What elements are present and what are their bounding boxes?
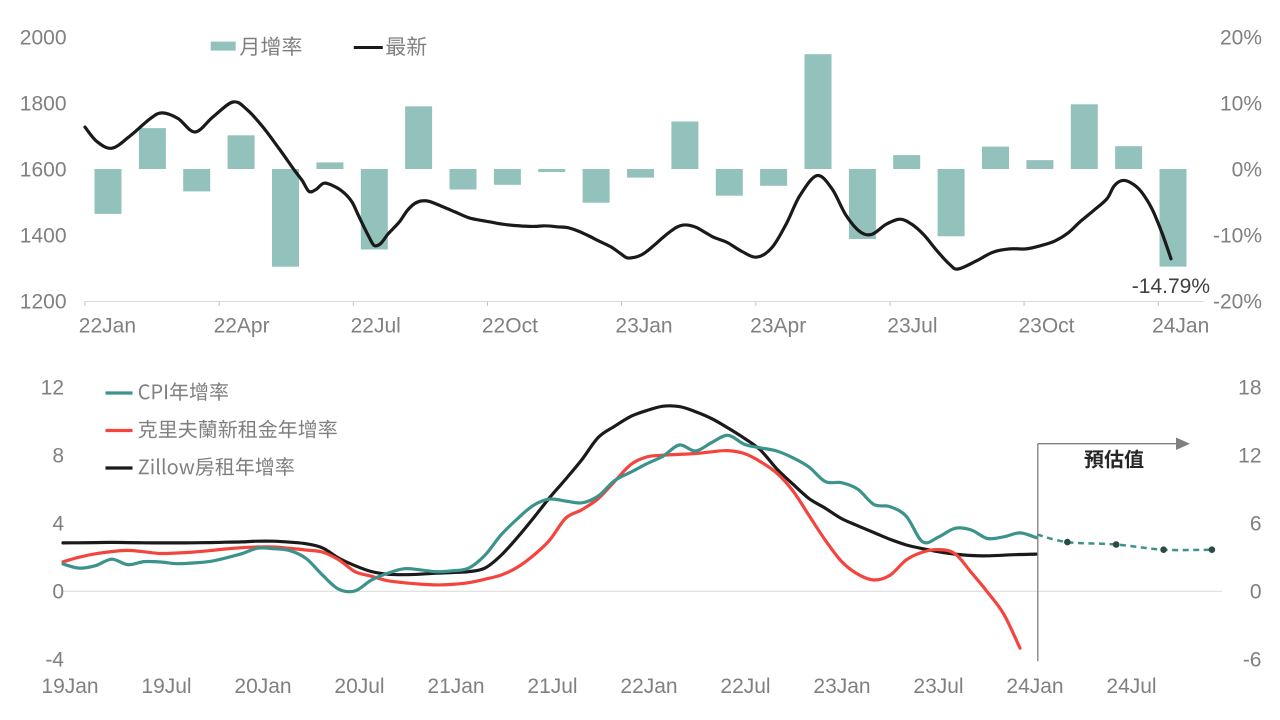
- svg-text:23Jul: 23Jul: [887, 315, 937, 338]
- svg-text:22Oct: 22Oct: [482, 315, 538, 338]
- svg-text:1200: 1200: [20, 291, 67, 314]
- svg-text:20Jul: 20Jul: [334, 675, 384, 698]
- svg-text:10%: 10%: [1220, 93, 1262, 116]
- svg-text:1400: 1400: [20, 225, 67, 248]
- svg-text:0%: 0%: [1232, 159, 1262, 182]
- svg-text:23Jul: 23Jul: [913, 675, 963, 698]
- svg-text:-4: -4: [45, 649, 64, 672]
- svg-text:22Jan: 22Jan: [620, 675, 677, 698]
- svg-text:2000: 2000: [20, 27, 67, 50]
- svg-text:-10%: -10%: [1213, 225, 1262, 248]
- svg-text:18: 18: [1238, 377, 1261, 400]
- svg-text:23Oct: 23Oct: [1018, 315, 1074, 338]
- svg-text:-14.79%: -14.79%: [1132, 275, 1210, 298]
- svg-text:22Apr: 22Apr: [214, 315, 270, 338]
- svg-text:19Jan: 19Jan: [41, 675, 98, 698]
- svg-text:22Jan: 22Jan: [79, 315, 136, 338]
- svg-text:-20%: -20%: [1213, 291, 1262, 314]
- svg-text:20Jan: 20Jan: [234, 675, 291, 698]
- svg-text:-6: -6: [1243, 649, 1262, 672]
- svg-text:22Jul: 22Jul: [351, 315, 401, 338]
- svg-text:1600: 1600: [20, 159, 67, 182]
- svg-text:4: 4: [52, 513, 64, 536]
- svg-text:22Jul: 22Jul: [720, 675, 770, 698]
- svg-text:1800: 1800: [20, 93, 67, 116]
- svg-text:12: 12: [41, 377, 64, 400]
- svg-text:21Jan: 21Jan: [427, 675, 484, 698]
- svg-text:0: 0: [52, 581, 64, 604]
- svg-text:21Jul: 21Jul: [527, 675, 577, 698]
- svg-text:6: 6: [1250, 513, 1262, 536]
- svg-text:8: 8: [52, 445, 64, 468]
- svg-text:23Jan: 23Jan: [615, 315, 672, 338]
- svg-text:20%: 20%: [1220, 27, 1262, 50]
- svg-text:23Jan: 23Jan: [813, 675, 870, 698]
- svg-text:12: 12: [1238, 445, 1261, 468]
- svg-text:24Jan: 24Jan: [1152, 315, 1209, 338]
- svg-text:24Jul: 24Jul: [1106, 675, 1156, 698]
- svg-text:24Jan: 24Jan: [1006, 675, 1063, 698]
- svg-text:0: 0: [1250, 581, 1262, 604]
- svg-text:19Jul: 19Jul: [141, 675, 191, 698]
- svg-text:23Apr: 23Apr: [750, 315, 806, 338]
